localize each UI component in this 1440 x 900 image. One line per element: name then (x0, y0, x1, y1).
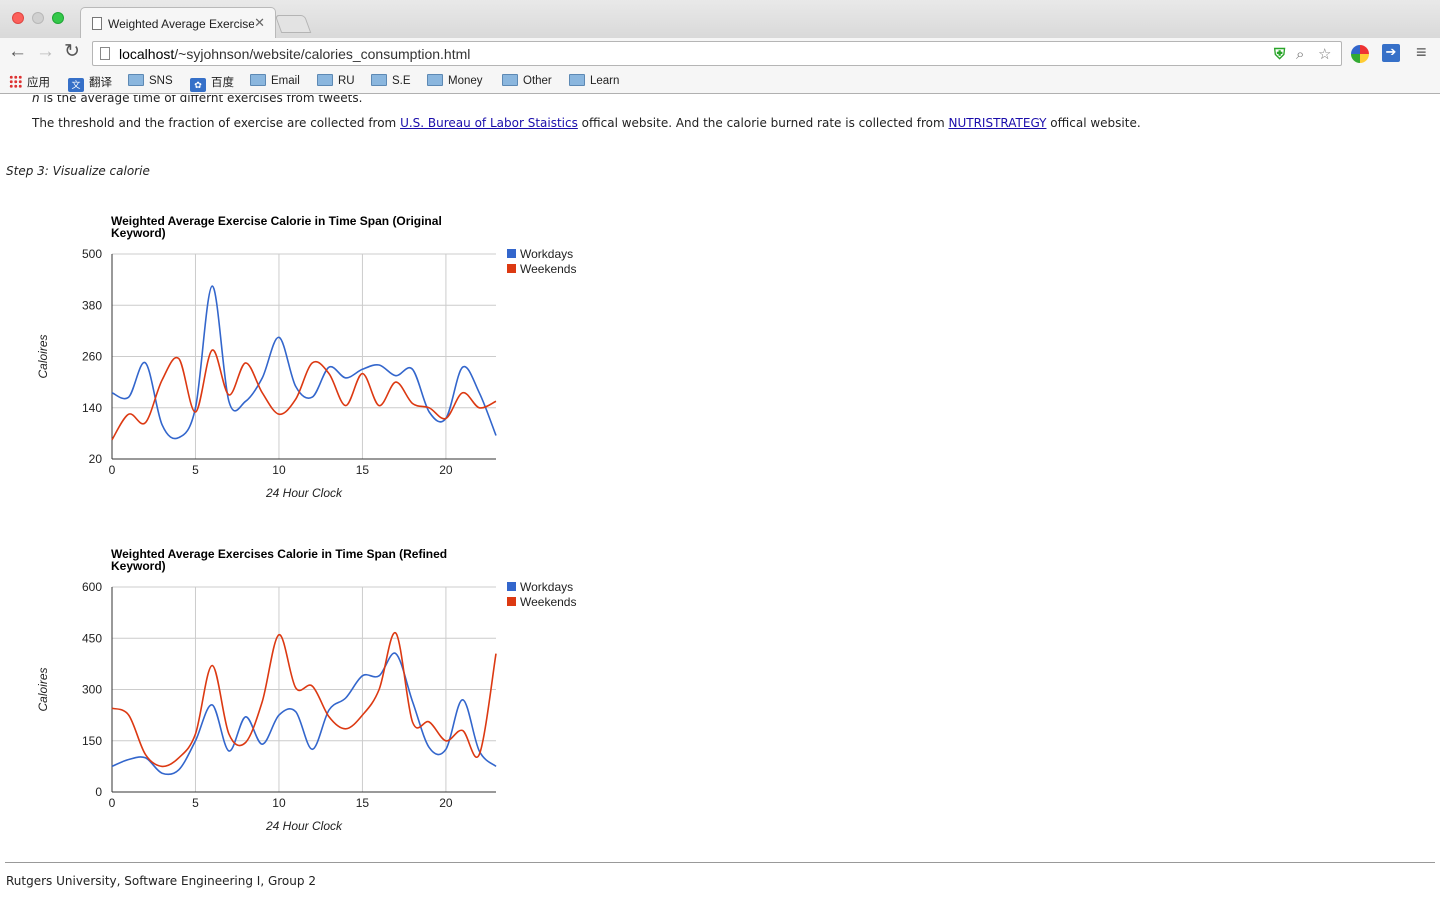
nutristrategy-link[interactable]: NUTRISTRATEGY (948, 116, 1047, 130)
x-tick-label: 20 (439, 463, 453, 477)
x-tick-label: 5 (192, 796, 199, 810)
folder-icon (502, 74, 518, 86)
series-line-weekends (111, 349, 497, 441)
chart-original-keyword: 20 140 260 380 500 0 5 10 15 20 24 Hour Clock Caloi… (36, 247, 576, 500)
zoom-window-button[interactable] (52, 12, 64, 24)
x-tick-label: 10 (272, 463, 286, 477)
x-tick-label: 0 (109, 463, 116, 477)
minimize-window-button[interactable] (32, 12, 44, 24)
legend-label-workdays: Workdays (520, 247, 573, 261)
address-bar[interactable]: localhost/~syjohnson/website/calories_co… (92, 41, 1342, 66)
translate-icon: 文 (68, 78, 84, 92)
x-tick-label: 15 (356, 463, 370, 477)
y-tick-label: 260 (82, 350, 102, 364)
menu-icon[interactable]: ≡ (1416, 42, 1427, 62)
y-tick-label: 150 (82, 734, 102, 748)
y-tick-label: 600 (82, 580, 102, 594)
shield-extension-icon[interactable]: ⛨ (1274, 46, 1286, 63)
legend-label-weekends: Weekends (520, 595, 576, 609)
bls-link[interactable]: U.S. Bureau of Labor Staistics (400, 116, 578, 130)
reload-icon[interactable]: ↻ (64, 41, 80, 62)
bookmarks-bar: 应用 文翻译 SNS ✿ 百度 Email RU S.E Money Other … (0, 68, 1440, 94)
x-tick-label: 20 (439, 796, 453, 810)
bookmark-learn[interactable]: Learn (569, 74, 619, 87)
y-tick-label: 0 (95, 785, 102, 799)
folder-icon (317, 74, 333, 86)
legend-label-workdays: Workdays (520, 580, 573, 594)
y-tick-label: 380 (82, 298, 102, 312)
tab-title: Weighted Average Exercise Calorie in Tim… (108, 17, 254, 31)
bookmark-other[interactable]: Other (502, 74, 552, 87)
bookmark-ru[interactable]: RU (317, 74, 355, 87)
bookmark-star-icon[interactable]: ☆ (1318, 46, 1332, 63)
new-tab-button[interactable] (274, 15, 312, 33)
y-tick-label: 450 (82, 631, 102, 645)
folder-icon (250, 74, 266, 86)
page-icon (92, 17, 102, 30)
y-tick-label: 140 (82, 401, 102, 415)
y-tick-label: 300 (82, 683, 102, 697)
y-tick-label: 500 (82, 247, 102, 261)
y-tick-label: 20 (89, 452, 103, 466)
forward-arrow-icon[interactable]: → (36, 41, 55, 62)
y-axis-label: Caloires (36, 667, 50, 711)
bookmark-apps[interactable]: 应用 (9, 74, 50, 90)
series-line-workdays (111, 285, 497, 440)
legend-swatch-workdays (507, 582, 516, 591)
chrome-extension-icon[interactable] (1351, 45, 1369, 63)
x-axis-label: 24 Hour Clock (265, 486, 343, 500)
back-arrow-icon[interactable]: ← (8, 41, 27, 62)
series-line-workdays (111, 652, 497, 776)
url-text[interactable]: localhost/~syjohnson/website/calories_co… (119, 46, 471, 62)
folder-icon (569, 74, 585, 86)
series-line-weekends (111, 632, 497, 768)
chart-refined-keyword: 0 150 300 450 600 0 5 10 15 20 24 Hour Clock Caloir… (36, 580, 576, 833)
threshold-paragraph: The threshold and the fraction of exerci… (32, 116, 1141, 130)
legend-swatch-workdays (507, 249, 516, 258)
legend-swatch-weekends (507, 264, 516, 273)
page-content: n is the average time of differnt exerci… (0, 95, 1440, 900)
legend-swatch-weekends (507, 597, 516, 606)
chart1-title: Weighted Average Exercise Calorie in Tim… (111, 214, 442, 240)
step3-heading: Step 3: Visualize calorie (6, 164, 150, 178)
x-tick-label: 5 (192, 463, 199, 477)
share-extension-icon[interactable]: ➔ (1382, 44, 1400, 62)
folder-icon (371, 74, 387, 86)
x-axis-label: 24 Hour Clock (265, 819, 343, 833)
bookmark-baidu[interactable]: ✿ 百度 (190, 74, 234, 92)
x-tick-label: 15 (356, 796, 370, 810)
apps-grid-icon (9, 75, 22, 88)
bookmark-se[interactable]: S.E (371, 74, 411, 87)
window-titlebar: Weighted Average Exercise Calorie in Tim… (0, 0, 1440, 39)
baidu-paw-icon: ✿ (190, 78, 206, 92)
legend-label-weekends: Weekends (520, 262, 576, 276)
chart2-title: Weighted Average Exercises Calorie in Ti… (111, 547, 448, 573)
tab-close-icon[interactable]: ✕ (254, 15, 265, 30)
intro-paragraph: n is the average time of differnt exerci… (32, 95, 363, 105)
bookmark-translate[interactable]: 文翻译 (68, 74, 112, 92)
x-tick-label: 0 (109, 796, 116, 810)
close-window-button[interactable] (12, 12, 24, 24)
bookmark-money[interactable]: Money (427, 74, 483, 87)
x-tick-label: 10 (272, 796, 286, 810)
bookmark-email[interactable]: Email (250, 74, 300, 87)
footer-divider (5, 862, 1435, 863)
bookmark-sns[interactable]: SNS (128, 74, 173, 87)
y-axis-label: Caloires (36, 334, 50, 378)
folder-icon (427, 74, 443, 86)
page-icon (100, 47, 110, 60)
tab-calories[interactable]: Weighted Average Exercise Calorie in Tim… (80, 7, 276, 39)
footer-text: Rutgers University, Software Engineering… (6, 874, 316, 888)
folder-icon (128, 74, 144, 86)
search-icon[interactable]: ⌕ (1296, 46, 1305, 63)
